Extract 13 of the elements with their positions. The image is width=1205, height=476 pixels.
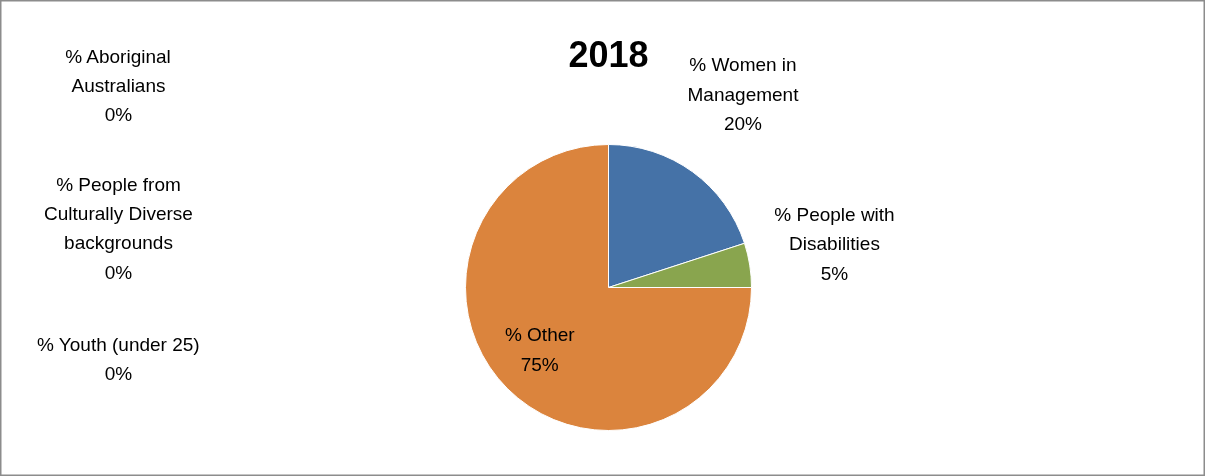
text: 0% <box>104 261 133 283</box>
category-label: % Aboriginal Australians <box>65 45 171 96</box>
slice-label: % Women in Management <box>687 54 800 105</box>
data-label: 5% <box>820 262 849 284</box>
data-label: 75% <box>520 353 559 375</box>
category-label: % Youth (under 25) <box>36 333 200 355</box>
data-label: 20% <box>723 113 763 135</box>
text: 0% <box>104 362 133 384</box>
category-label: % People from Culturally Diverse backgrounds <box>44 173 193 254</box>
chart-title: 2018 <box>568 33 649 75</box>
slice-label: % Other <box>504 324 576 346</box>
text: 0% <box>104 104 133 126</box>
slice-label: % People with Disabilities <box>774 203 895 255</box>
